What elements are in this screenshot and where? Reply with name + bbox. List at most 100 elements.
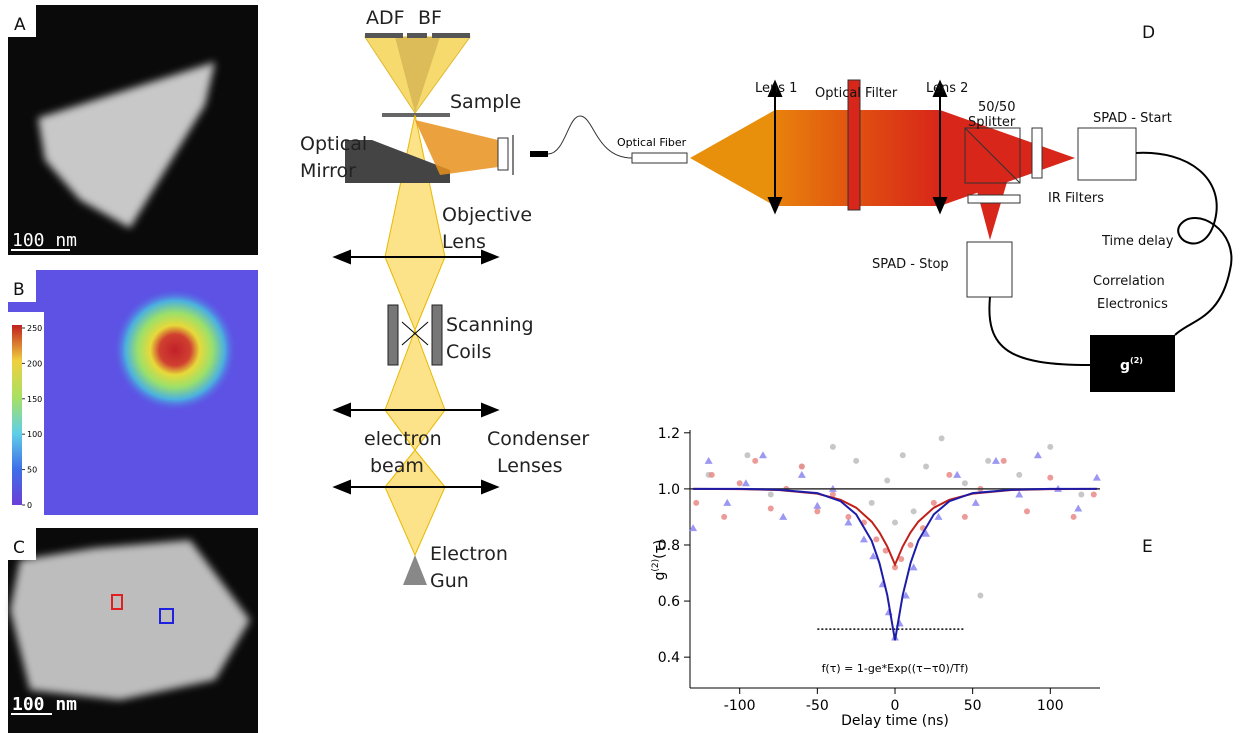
detector [432,33,470,38]
point [961,513,968,520]
point [752,457,759,464]
arrow-head [332,402,351,418]
label: Gun [430,570,469,592]
spad-start [1077,127,1137,181]
colorbar-tick-label: 100 [27,430,42,439]
y-tick-label: 1.0 [658,482,680,498]
label: Splitter [968,115,1016,130]
fit-line [693,487,1097,641]
arrow-head [332,479,351,495]
label: IR Filters [1048,191,1104,206]
colorbar-tick-label: 50 [27,466,37,475]
optical-filter [847,79,861,211]
lens [497,137,509,171]
roi-blue [159,608,174,624]
point [1047,443,1054,450]
point [797,470,806,478]
label: electron [364,428,442,450]
y-axis-label: g(2)(τ) [651,540,668,581]
x-tick-label: 0 [891,698,900,714]
arrow-head [481,479,500,495]
point [1070,513,1077,520]
point [758,451,767,459]
ir-filter [967,194,1021,204]
arrow-head [932,79,948,97]
point [882,547,889,554]
g2-sup: (2) [1130,356,1143,365]
point [1000,457,1007,464]
fiber-coupler [530,151,548,157]
arrow-head [767,197,783,215]
label: Mirror [300,160,356,182]
panel-label: B [13,280,25,300]
point [844,518,853,526]
point [899,452,906,459]
label: Lens [442,231,486,253]
point [744,452,751,459]
point [853,457,860,464]
point [930,499,937,506]
scale-label: 100 nm [12,230,77,251]
scan-arrows [401,321,429,346]
panel-label: A [14,15,26,35]
point [829,443,836,450]
point [884,477,891,484]
point [977,592,984,599]
panel-label: E [1142,537,1153,557]
point [813,501,822,509]
point [923,463,930,470]
annotation: f(τ) = 1-ge*Exp((τ−τ0)/Tf) [822,662,969,675]
point [1016,471,1023,478]
g2-base: g [1120,358,1130,374]
panel-e: E Delay time (ns) g(2)(τ) f(τ) = 1-ge*Ex… [651,426,1153,729]
point [873,536,880,543]
y-tick-label: 0.8 [658,538,680,554]
bf-cone [395,37,440,113]
cable [988,296,1091,366]
point [892,564,898,571]
point [1024,508,1031,515]
point [767,491,774,498]
label: beam [370,455,424,477]
scale-label: 100 nm [12,694,77,715]
label: Optical [300,133,367,155]
point [901,591,910,599]
label: BF [418,7,442,29]
x-tick-label: -100 [724,698,756,714]
mirror [345,140,450,183]
splitter-diagonal [964,127,1021,184]
y-tick-label: 1.2 [658,426,680,442]
point [938,435,945,442]
point [721,513,728,520]
point [798,463,805,470]
coil [431,304,443,366]
ylabel-base: g [652,572,668,581]
point [909,563,918,571]
cable [1135,151,1233,336]
coil [387,304,399,366]
panel-label: C [13,538,25,558]
beam [940,110,1075,206]
point [1078,491,1085,498]
point [971,498,980,506]
point [1092,473,1101,481]
arrow-head [767,79,783,97]
point [723,498,732,506]
correlator [1090,335,1175,392]
point [907,541,914,548]
emission-map [113,288,237,412]
point [985,457,992,464]
label: Sample [450,91,521,113]
spad-stop [966,241,1013,298]
g2-label: g(2) [1120,356,1143,374]
label: SPAD - Start [1093,111,1172,126]
colorbar-tick-label: 150 [27,395,42,404]
point [946,471,953,478]
point [910,508,917,515]
point [898,556,905,562]
y-tick-label: 0.4 [658,650,680,666]
beam [690,110,775,206]
arrow-head [481,249,500,265]
